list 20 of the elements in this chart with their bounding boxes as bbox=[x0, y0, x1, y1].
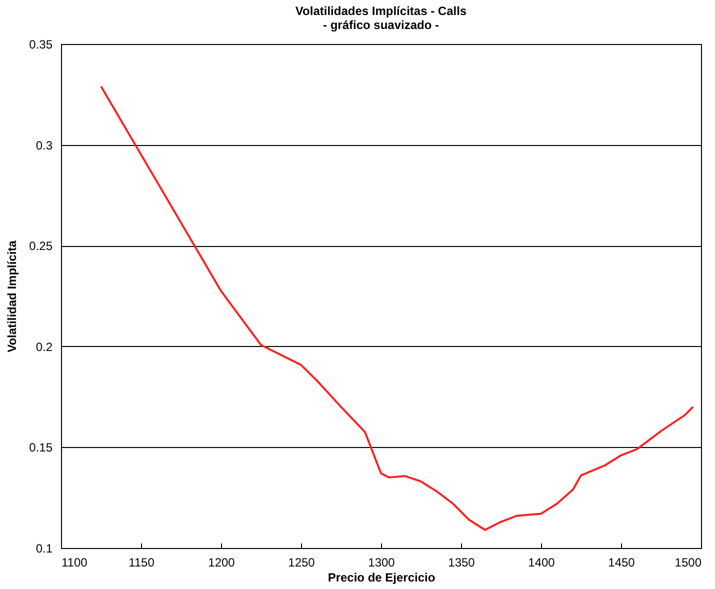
y-tick-label: 0.25 bbox=[29, 239, 53, 254]
chart-subtitle: - gráfico suavizado - bbox=[322, 18, 440, 32]
x-axis-title: Precio de Ejercicio bbox=[328, 570, 436, 584]
y-tick-label: 0.3 bbox=[36, 138, 53, 152]
x-tick-label: 1450 bbox=[608, 556, 636, 570]
x-tick-label: 1150 bbox=[128, 556, 155, 570]
y-tick-label: 0.2 bbox=[36, 340, 53, 354]
y-axis-title: Volatilidad Implícita bbox=[5, 240, 20, 352]
y-tick-label: 0.1 bbox=[36, 542, 53, 556]
x-tick-label: 1250 bbox=[288, 556, 316, 570]
y-tick-label: 0.15 bbox=[29, 440, 53, 455]
x-tick-label: 1300 bbox=[368, 556, 396, 570]
x-tick-label: 1400 bbox=[528, 556, 556, 570]
x-tick-label: 1100 bbox=[62, 556, 88, 570]
x-tick-label: 1350 bbox=[448, 556, 476, 570]
y-tick-label: 0.35 bbox=[29, 38, 53, 52]
x-tick-label: 1200 bbox=[208, 556, 236, 570]
chart-title: Volatilidades Implícitas - Calls bbox=[295, 4, 467, 18]
x-tick-label: 1500 bbox=[674, 556, 702, 570]
line-series bbox=[100, 85, 694, 531]
